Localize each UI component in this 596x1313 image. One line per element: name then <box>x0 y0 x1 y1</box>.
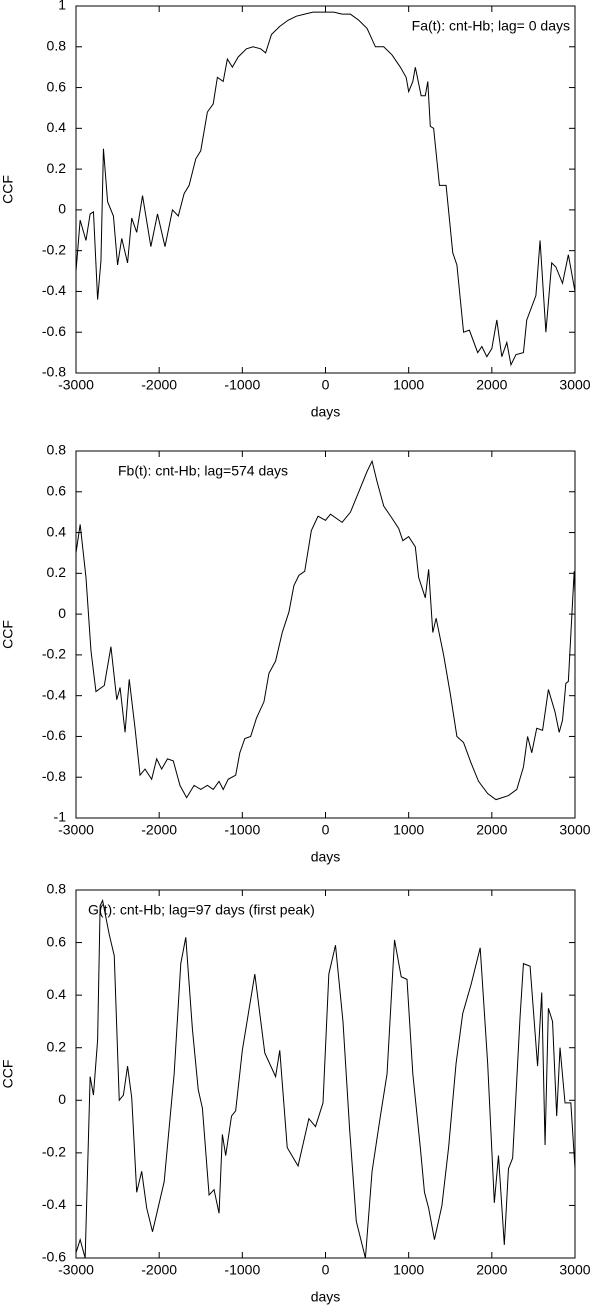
plot-frame <box>75 450 576 819</box>
x-tick-label: 3000 <box>559 1262 590 1278</box>
y-tick-label: 0.6 <box>47 933 67 949</box>
y-tick-label: 0.2 <box>47 1038 67 1054</box>
x-tick-label: 2000 <box>476 377 507 393</box>
x-tick-label: 1000 <box>393 1262 424 1278</box>
x-tick-label: -1000 <box>224 377 260 393</box>
y-tick-label: -0.4 <box>42 282 66 298</box>
y-tick-label: -0.2 <box>42 1144 66 1160</box>
y-tick-label: 0.8 <box>47 881 67 897</box>
y-tick-label: -0.6 <box>42 727 66 743</box>
annotation: G(t): cnt-Hb; lag=97 days (first peak) <box>88 902 315 918</box>
x-tick-label: 3000 <box>559 822 590 838</box>
y-tick-label: 0.2 <box>47 564 67 580</box>
x-tick-label: -3000 <box>58 822 94 838</box>
y-tick-label: 0.6 <box>47 482 67 498</box>
y-axis-label: CCF <box>0 1060 16 1089</box>
y-tick-label: 0 <box>58 1091 66 1107</box>
y-tick-label: 0 <box>58 201 66 217</box>
y-tick-label: -0.2 <box>42 241 66 257</box>
x-tick-label: 0 <box>322 377 330 393</box>
y-tick-label: -0.4 <box>42 1196 66 1212</box>
x-tick-label: -2000 <box>141 1262 177 1278</box>
annotation: Fa(t): cnt-Hb; lag= 0 days <box>412 18 570 34</box>
x-tick-label: -1000 <box>224 822 260 838</box>
plot-frame <box>75 889 576 1259</box>
x-tick-label: 0 <box>322 822 330 838</box>
y-tick-label: -0.8 <box>42 364 66 380</box>
y-tick-label: 0.4 <box>47 119 67 135</box>
x-axis-label: days <box>311 404 341 420</box>
x-tick-label: -2000 <box>141 377 177 393</box>
plot-frame <box>75 5 576 374</box>
x-tick-label: 1000 <box>393 822 424 838</box>
x-tick-label: -2000 <box>141 822 177 838</box>
y-tick-label: 0.8 <box>47 442 67 458</box>
y-axis-label: CCF <box>0 620 16 649</box>
x-tick-label: 1000 <box>393 377 424 393</box>
annotation: Fb(t): cnt-Hb; lag=574 days <box>118 463 288 479</box>
data-line <box>75 898 576 1259</box>
x-axis-label: days <box>311 1289 341 1305</box>
data-line <box>75 11 576 367</box>
y-tick-label: 0 <box>58 605 66 621</box>
y-tick-label: -0.6 <box>42 323 66 339</box>
y-tick-label: 0.4 <box>47 986 67 1002</box>
x-tick-label: -3000 <box>58 377 94 393</box>
y-tick-label: 0.2 <box>47 160 67 176</box>
y-tick-label: -0.8 <box>42 768 66 784</box>
x-tick-label: 2000 <box>476 822 507 838</box>
x-tick-label: -3000 <box>58 1262 94 1278</box>
data-line <box>75 459 576 801</box>
y-axis-label: CCF <box>0 175 16 204</box>
y-tick-label: -0.2 <box>42 646 66 662</box>
x-tick-label: 0 <box>322 1262 330 1278</box>
y-tick-label: -0.4 <box>42 686 66 702</box>
y-tick-label: 0.8 <box>47 37 67 53</box>
x-tick-label: 3000 <box>559 377 590 393</box>
y-tick-label: 0.6 <box>47 78 67 94</box>
x-axis-label: days <box>311 849 341 865</box>
y-tick-label: -1 <box>54 809 67 825</box>
y-tick-label: -0.6 <box>42 1249 66 1265</box>
y-tick-label: 1 <box>58 0 66 13</box>
x-tick-label: -1000 <box>224 1262 260 1278</box>
x-tick-label: 2000 <box>476 1262 507 1278</box>
y-tick-label: 0.4 <box>47 523 67 539</box>
